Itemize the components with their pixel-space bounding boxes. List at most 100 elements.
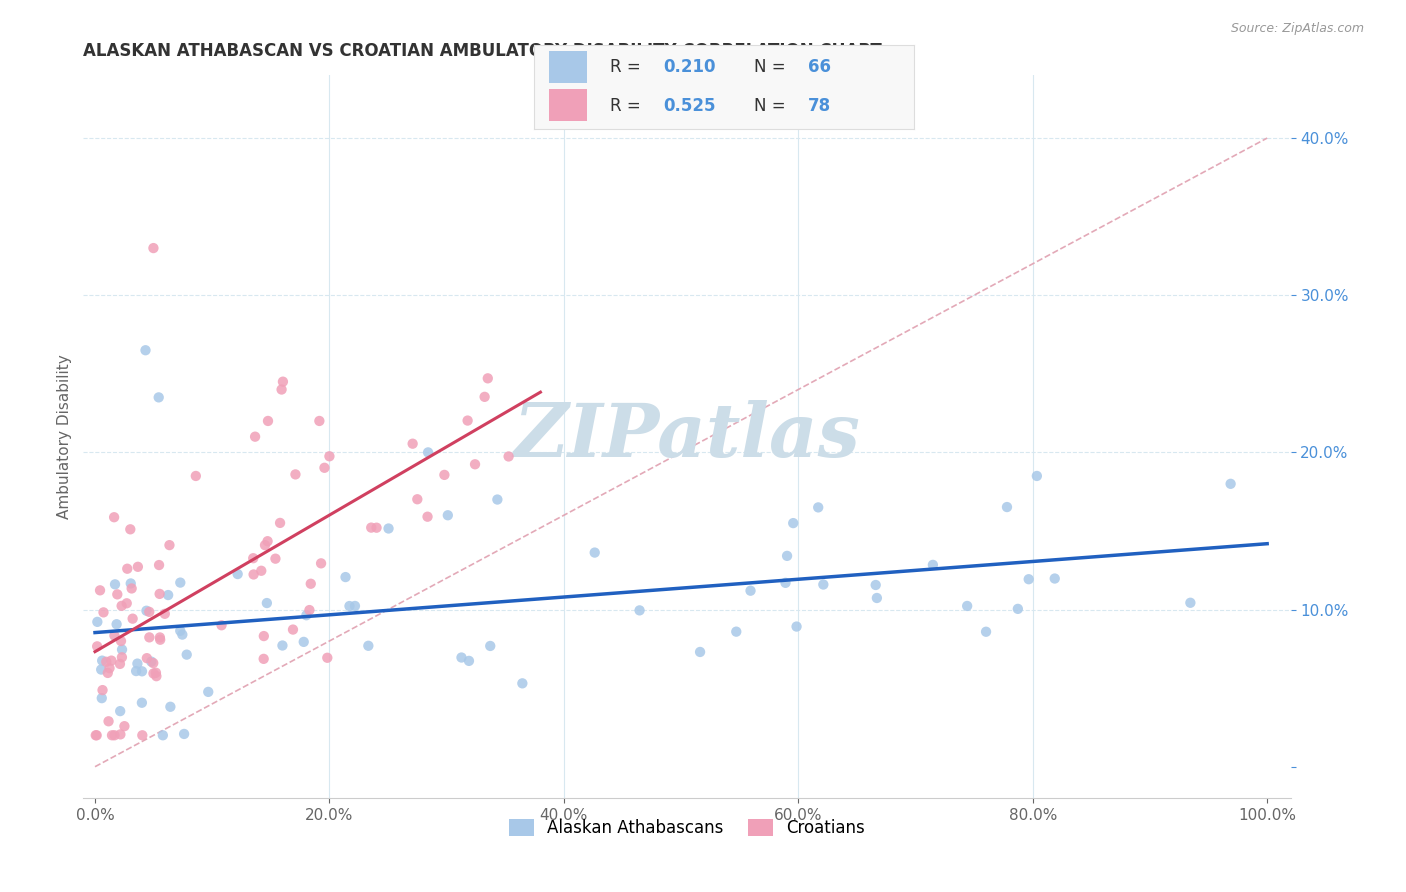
- Point: [142, 666, 165, 681]
- Point: [366, 521, 388, 535]
- Point: [111, 599, 134, 613]
- Point: [98, 661, 121, 675]
- Point: [782, 516, 804, 530]
- Point: [125, 664, 148, 678]
- Point: [145, 665, 167, 680]
- Point: [406, 492, 429, 507]
- Point: [813, 577, 835, 591]
- Point: [689, 645, 711, 659]
- Point: [86, 640, 108, 654]
- Point: [105, 587, 128, 601]
- Point: [316, 650, 339, 665]
- Point: [775, 575, 797, 590]
- Point: [309, 557, 332, 571]
- Point: [437, 508, 460, 523]
- Point: [111, 642, 134, 657]
- Text: 66: 66: [807, 59, 831, 77]
- Point: [173, 727, 195, 741]
- Point: [866, 591, 889, 605]
- Point: [138, 605, 160, 619]
- Point: [90, 691, 112, 706]
- Point: [318, 450, 340, 464]
- Point: [115, 596, 138, 610]
- Text: N =: N =: [755, 96, 792, 114]
- Point: [93, 606, 115, 620]
- Point: [117, 562, 139, 576]
- Point: [807, 500, 830, 515]
- Point: [135, 604, 157, 618]
- Point: [995, 500, 1018, 514]
- Point: [1180, 596, 1202, 610]
- Point: [1219, 476, 1241, 491]
- Point: [335, 570, 357, 584]
- Point: [172, 627, 194, 641]
- Point: [100, 654, 122, 668]
- Point: [269, 516, 291, 530]
- Point: [956, 599, 979, 613]
- Point: [299, 576, 322, 591]
- Point: [97, 714, 120, 729]
- Point: [131, 665, 153, 679]
- Point: [103, 629, 125, 643]
- Point: [284, 467, 307, 482]
- Y-axis label: Ambulatory Disability: Ambulatory Disability: [58, 354, 72, 519]
- Point: [921, 558, 943, 572]
- Point: [786, 619, 808, 633]
- Point: [486, 492, 509, 507]
- Point: [377, 521, 399, 535]
- Bar: [550, 51, 588, 83]
- Point: [101, 728, 124, 742]
- Point: [152, 728, 174, 742]
- Point: [91, 654, 114, 668]
- Point: [141, 655, 163, 669]
- Point: [96, 655, 118, 669]
- Point: [583, 545, 606, 559]
- Point: [256, 596, 278, 610]
- Point: [127, 657, 149, 671]
- Point: [131, 728, 153, 742]
- Text: ZIPatlas: ZIPatlas: [513, 401, 860, 473]
- Point: [104, 577, 127, 591]
- Point: [91, 683, 114, 698]
- Point: [464, 457, 486, 471]
- Point: [120, 522, 142, 536]
- Point: [86, 615, 108, 629]
- Point: [271, 639, 294, 653]
- Point: [159, 538, 181, 552]
- Point: [416, 509, 439, 524]
- Point: [86, 728, 108, 742]
- Point: [295, 608, 318, 623]
- Point: [142, 241, 165, 255]
- Point: [339, 599, 361, 613]
- Point: [974, 624, 997, 639]
- Point: [159, 699, 181, 714]
- Point: [257, 414, 280, 428]
- Point: [253, 538, 276, 552]
- Point: [270, 383, 292, 397]
- Point: [512, 676, 534, 690]
- Point: [1018, 572, 1040, 586]
- Point: [226, 567, 249, 582]
- Point: [253, 629, 276, 643]
- Point: [298, 603, 321, 617]
- Point: [153, 607, 176, 621]
- Point: [103, 728, 125, 742]
- Point: [308, 414, 330, 428]
- Point: [243, 430, 266, 444]
- Point: [477, 371, 499, 385]
- Point: [149, 587, 172, 601]
- Point: [145, 669, 167, 683]
- Point: [127, 559, 149, 574]
- Point: [108, 704, 131, 718]
- Point: [740, 583, 762, 598]
- Point: [108, 657, 131, 671]
- Point: [281, 623, 304, 637]
- Point: [1043, 572, 1066, 586]
- Point: [357, 639, 380, 653]
- Point: [148, 390, 170, 404]
- Point: [112, 719, 135, 733]
- Point: [256, 534, 278, 549]
- Text: N =: N =: [755, 59, 792, 77]
- Point: [131, 696, 153, 710]
- Legend: Alaskan Athabascans, Croatians: Alaskan Athabascans, Croatians: [502, 813, 872, 844]
